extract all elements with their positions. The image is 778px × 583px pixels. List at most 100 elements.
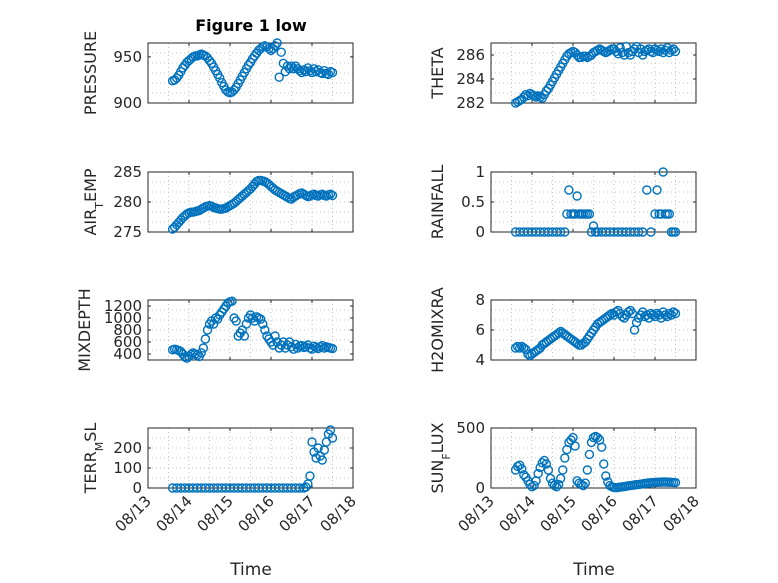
y-tick-label: 280 xyxy=(113,193,142,211)
data-point xyxy=(670,308,681,319)
y-tick-label: 800 xyxy=(113,321,142,339)
data-point xyxy=(198,343,209,353)
data-point xyxy=(288,64,299,74)
data-point xyxy=(541,459,552,469)
data-point xyxy=(284,337,295,347)
y-axis-label: TERRMSL xyxy=(81,423,106,495)
data-point xyxy=(560,227,570,237)
data-point xyxy=(529,91,539,101)
data-point xyxy=(556,473,566,484)
subplot-h2omixra: 4 6 8 H2OMIXRA xyxy=(428,287,697,373)
data-point xyxy=(664,209,675,219)
data-point xyxy=(586,227,597,237)
data-point xyxy=(295,65,305,76)
data-point xyxy=(668,307,679,317)
data-point xyxy=(601,471,611,481)
data-point xyxy=(270,41,280,51)
grid xyxy=(490,171,697,233)
y-axis-label: H2OMIXRA xyxy=(428,287,447,373)
data-point xyxy=(297,340,307,351)
y-tick-label: 200 xyxy=(113,439,142,457)
y-tick-label: 4 xyxy=(475,351,485,369)
subplot-rainfall: 0 0.5 1 RAINFALL xyxy=(428,163,697,241)
data-point xyxy=(231,316,241,326)
markers xyxy=(510,431,681,493)
markers xyxy=(510,305,681,361)
markers xyxy=(510,167,681,237)
x-tick-label: 08/13 xyxy=(112,492,155,535)
data-point xyxy=(652,185,662,195)
data-point xyxy=(568,432,578,443)
grid xyxy=(147,427,354,489)
subplot-theta: 282 284 286 THETA xyxy=(428,41,697,112)
data-point xyxy=(272,38,282,48)
data-point xyxy=(654,46,664,57)
data-point xyxy=(648,310,658,320)
data-point xyxy=(592,45,603,55)
y-axis-label: PRESSURE xyxy=(81,31,100,115)
y-axis-label: MIXDEPTH xyxy=(75,288,94,371)
data-point xyxy=(650,209,660,219)
y-tick-label: 500 xyxy=(456,419,485,437)
data-point xyxy=(229,85,239,95)
x-tick-label: 08/17 xyxy=(276,492,319,535)
data-point xyxy=(597,442,607,452)
y-axis-label: SUNFLUX xyxy=(428,422,453,493)
axes-box xyxy=(490,42,697,104)
data-point xyxy=(512,341,523,352)
data-point xyxy=(215,73,225,83)
data-point xyxy=(588,432,599,443)
data-point xyxy=(605,45,615,55)
y-tick-label: 400 xyxy=(113,345,142,363)
data-point xyxy=(611,307,621,317)
data-point xyxy=(515,343,525,353)
data-point xyxy=(613,49,623,59)
data-point xyxy=(576,479,586,490)
data-point xyxy=(327,343,338,354)
data-point xyxy=(551,482,562,492)
x-tick-label: 08/16 xyxy=(235,492,278,535)
markers xyxy=(167,175,338,234)
markers xyxy=(167,38,338,98)
data-point xyxy=(580,51,590,61)
data-point xyxy=(668,44,679,54)
x-axis-label-left: Time xyxy=(229,560,272,580)
y-tick-label: 1000 xyxy=(104,309,142,327)
data-point xyxy=(553,479,564,490)
data-point xyxy=(327,190,338,201)
y-tick-label: 600 xyxy=(113,333,142,351)
data-point xyxy=(274,72,284,82)
data-point xyxy=(642,185,652,195)
y-axis-label: AIRTEMP xyxy=(81,168,106,235)
data-point xyxy=(572,191,582,201)
data-point xyxy=(243,60,254,70)
axes-box xyxy=(490,427,697,489)
data-point xyxy=(317,340,327,351)
y-tick-label: 1 xyxy=(475,163,485,181)
data-point xyxy=(204,55,215,66)
data-point xyxy=(227,296,237,306)
y-tick-label: 1200 xyxy=(104,297,142,315)
y-tick-label: 275 xyxy=(113,223,142,241)
data-point xyxy=(295,483,305,493)
y-tick-label: 286 xyxy=(456,46,485,64)
data-point xyxy=(545,473,556,484)
data-point xyxy=(305,471,315,481)
data-point xyxy=(241,319,252,329)
data-point xyxy=(615,43,625,53)
x-tick-label: 08/15 xyxy=(537,492,580,535)
data-point xyxy=(171,73,182,83)
data-point xyxy=(327,433,338,443)
x-tick-label: 08/18 xyxy=(317,492,360,535)
data-point xyxy=(617,311,627,322)
data-point xyxy=(564,185,574,195)
markers xyxy=(510,41,681,108)
data-point xyxy=(558,465,568,475)
data-point xyxy=(537,458,547,468)
y-axis-label: RAINFALL xyxy=(428,165,447,240)
data-point xyxy=(327,67,338,78)
x-tick-label: 08/16 xyxy=(578,492,621,535)
data-point xyxy=(621,41,631,52)
